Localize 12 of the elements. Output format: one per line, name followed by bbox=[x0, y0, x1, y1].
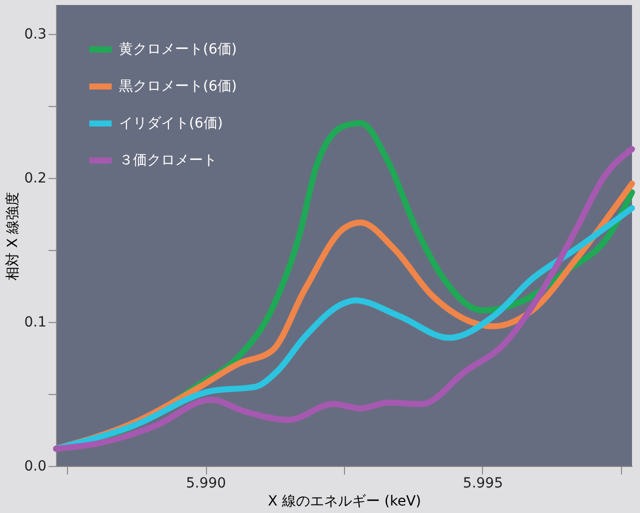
x-tick-label: 5.995 bbox=[462, 476, 504, 492]
legend-label: イリダイト(6価) bbox=[119, 116, 223, 132]
legend-label: ３価クロメート bbox=[119, 152, 217, 168]
y-tick-label: 0.0 bbox=[24, 458, 46, 474]
x-axis-title: X 線のエネルギー (keV) bbox=[268, 494, 422, 510]
legend-label: 黒クロメート(6価) bbox=[119, 78, 237, 94]
legend-label: 黄クロメート(6価) bbox=[119, 42, 237, 58]
y-tick-label: 0.1 bbox=[24, 314, 46, 330]
x-tick-label: 5.990 bbox=[186, 476, 226, 492]
y-tick-label: 0.2 bbox=[24, 170, 46, 186]
y-axis-title: 相対 X 線強度 bbox=[5, 192, 22, 280]
y-tick-label: 0.3 bbox=[24, 26, 46, 42]
